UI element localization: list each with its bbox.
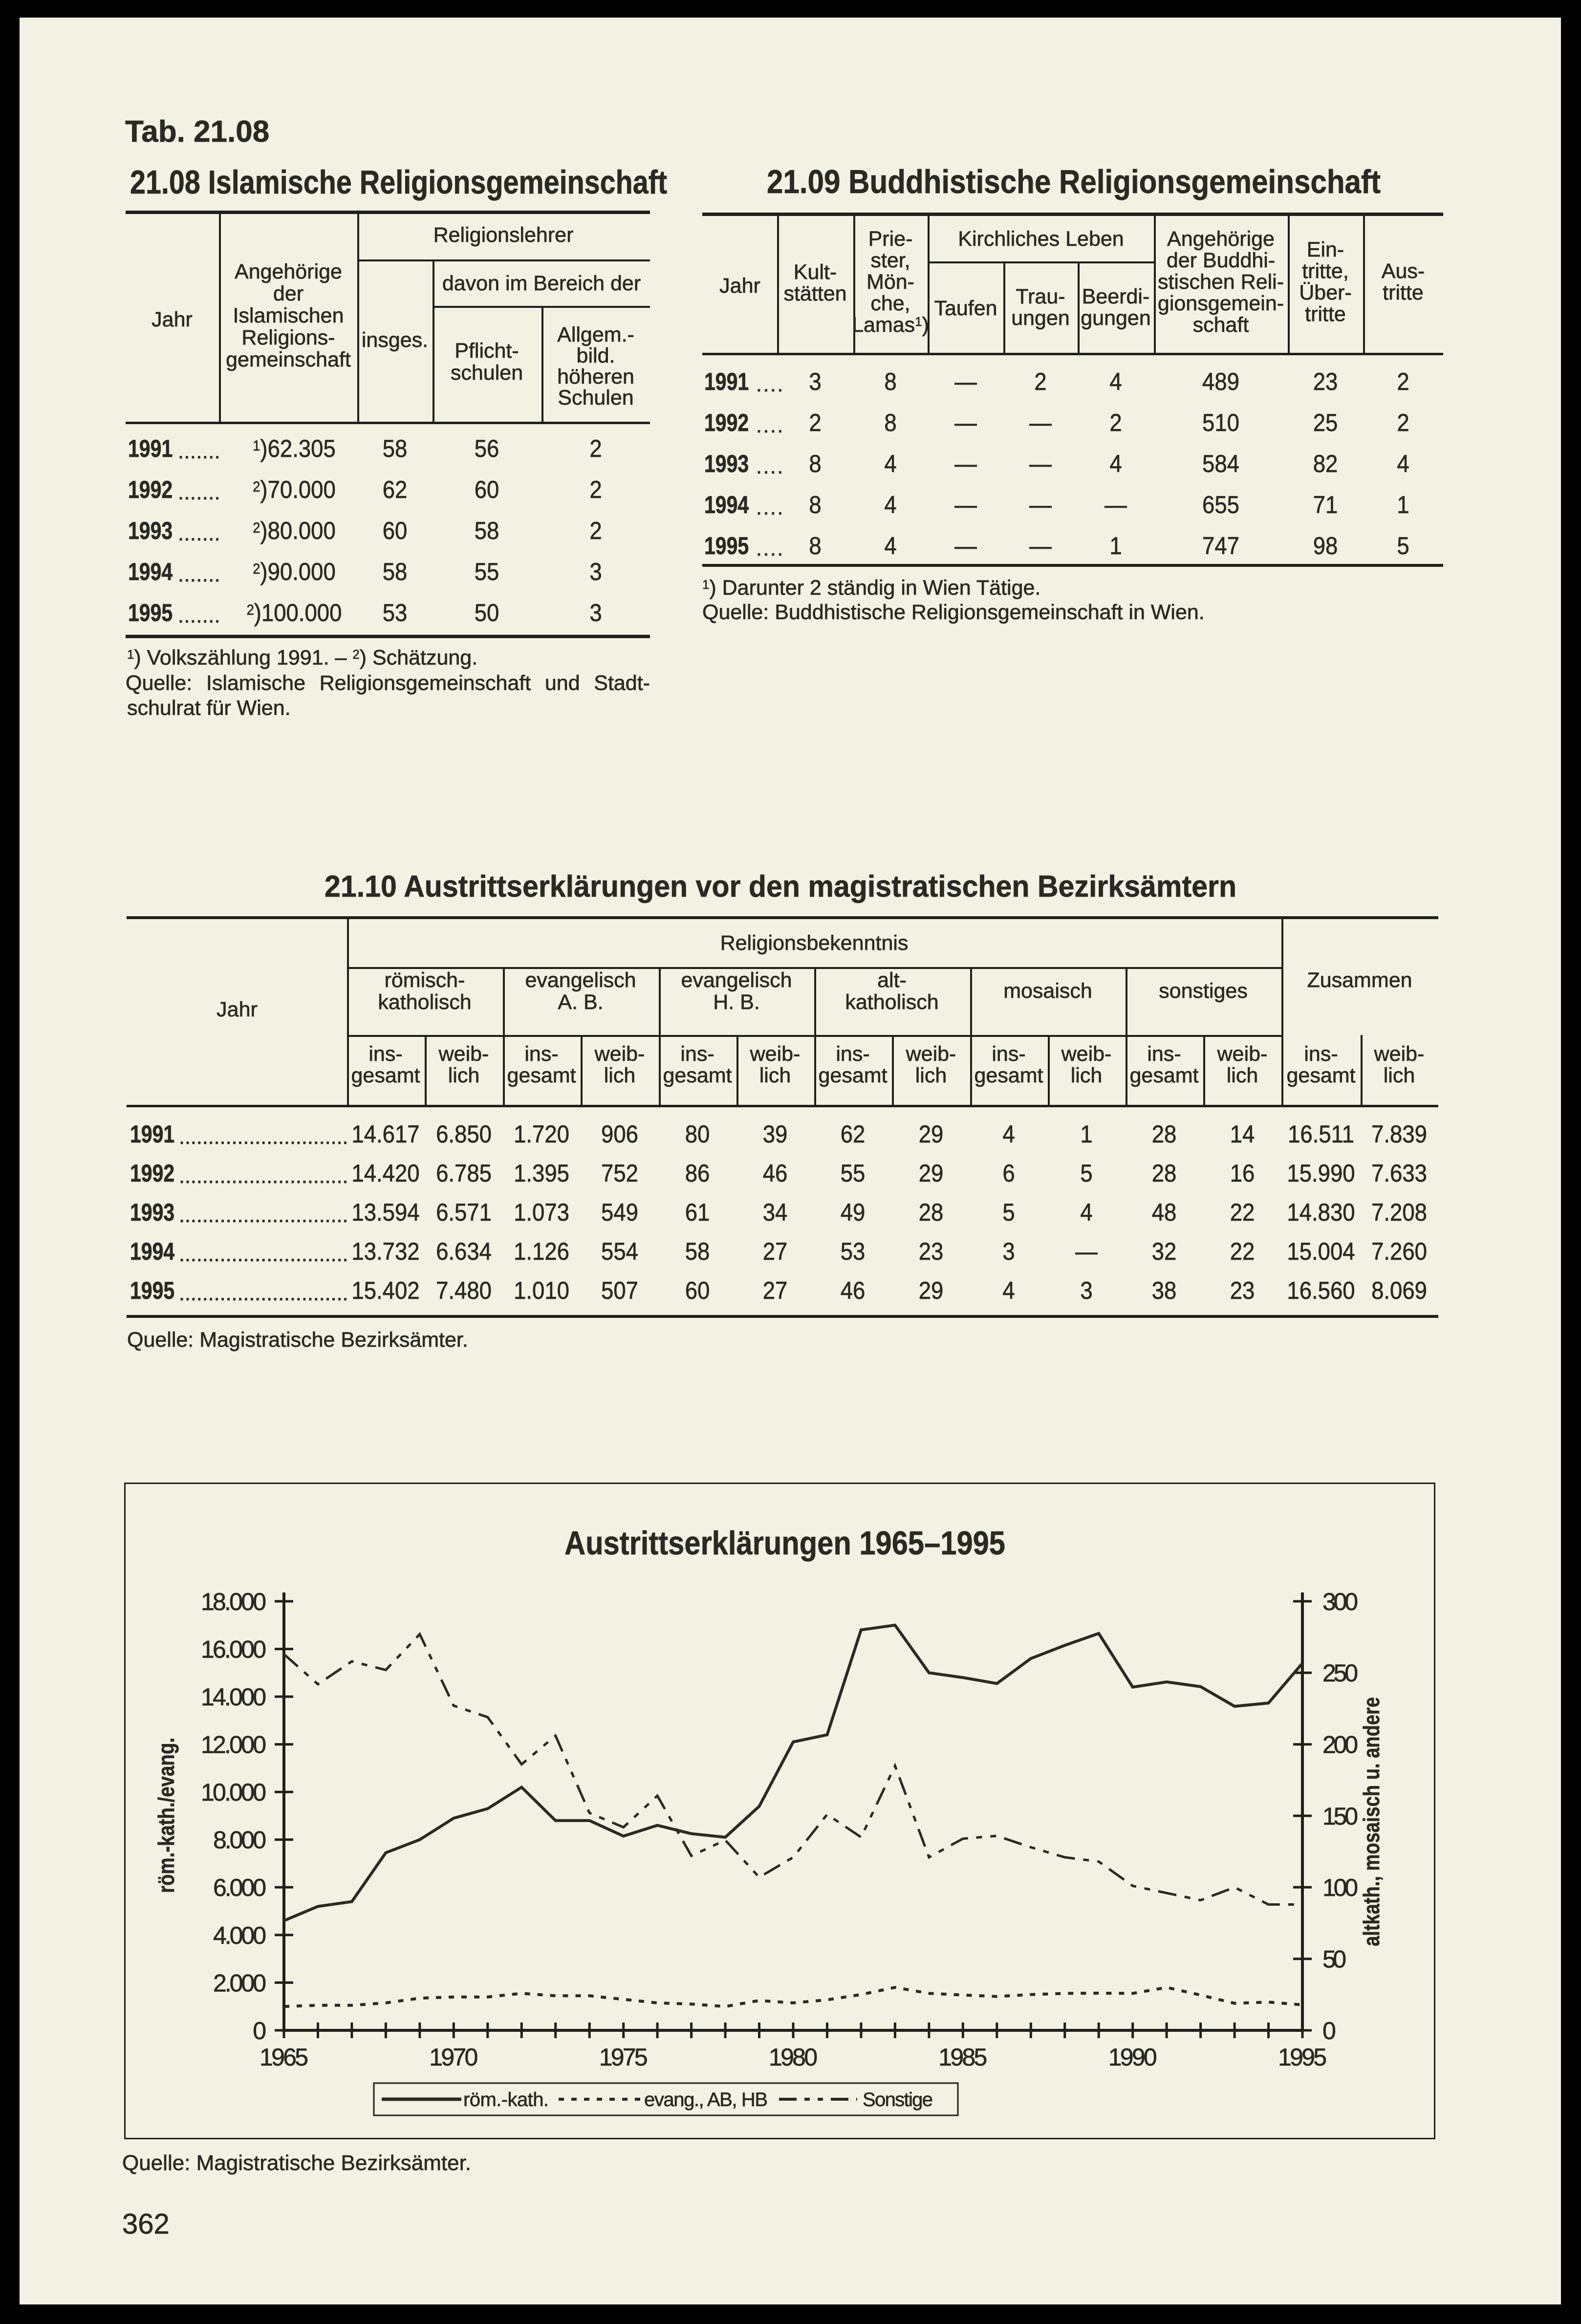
svg-text:200: 200 [1322, 1731, 1358, 1759]
svg-text:50: 50 [1322, 1946, 1346, 1973]
svg-text:14.000: 14.000 [201, 1683, 266, 1711]
svg-text:18.000: 18.000 [201, 1588, 266, 1615]
svg-text:1995: 1995 [1278, 2044, 1327, 2071]
svg-text:150: 150 [1322, 1803, 1358, 1830]
svg-text:evang., AB, HB: evang., AB, HB [644, 2089, 768, 2110]
svg-text:6.000: 6.000 [213, 1874, 266, 1901]
svg-text:1990: 1990 [1108, 2044, 1157, 2071]
svg-text:1970: 1970 [429, 2044, 478, 2071]
svg-text:8.000: 8.000 [213, 1827, 266, 1854]
svg-text:0: 0 [253, 2017, 266, 2044]
svg-text:1980: 1980 [769, 2044, 818, 2071]
svg-text:2.000: 2.000 [213, 1969, 266, 1997]
svg-text:Austrittserklärungen 1965–1995: Austrittserklärungen 1965–1995 [564, 1525, 1005, 1562]
svg-text:röm.-kath.: röm.-kath. [463, 2089, 549, 2110]
svg-text:12.000: 12.000 [201, 1731, 266, 1759]
svg-text:1965: 1965 [260, 2044, 308, 2071]
svg-text:16.000: 16.000 [201, 1636, 266, 1663]
svg-text:1975: 1975 [599, 2044, 648, 2071]
svg-text:0: 0 [1322, 2017, 1336, 2044]
svg-text:100: 100 [1322, 1874, 1358, 1901]
svg-text:10.000: 10.000 [201, 1779, 266, 1806]
svg-text:300: 300 [1322, 1588, 1358, 1615]
svg-text:altkath., mosaisch u. andere: altkath., mosaisch u. andere [1359, 1697, 1384, 1946]
svg-text:1985: 1985 [938, 2044, 987, 2071]
svg-text:röm.-kath./evang.: röm.-kath./evang. [153, 1738, 179, 1893]
svg-text:Sonstige: Sonstige [863, 2089, 933, 2110]
svg-text:4.000: 4.000 [213, 1922, 266, 1949]
svg-text:250: 250 [1322, 1659, 1358, 1687]
